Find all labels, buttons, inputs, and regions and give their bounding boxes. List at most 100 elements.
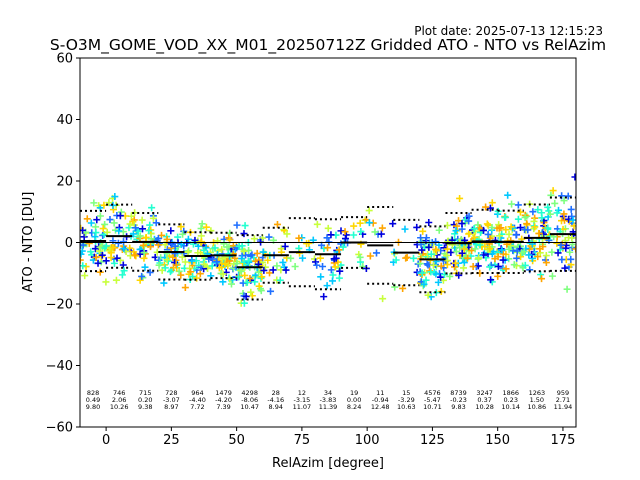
scatter-point [446,272,454,280]
scatter-point [209,255,217,263]
scatter-point [131,251,139,259]
scatter-point [186,264,194,272]
bin-annotations: 8280.499.807462.0610.267150.209.38728-3.… [86,389,572,411]
bin-std-label: 10.26 [110,403,129,411]
scatter-point [102,257,110,265]
scatter-point [316,254,324,262]
scatter-point [560,210,568,218]
scatter-point [291,263,299,271]
bin-mean-label: 2.71 [556,396,570,404]
scatter-point [189,240,197,248]
scatter-point [482,203,490,211]
bin-mean-label: -4.40 [189,396,206,404]
scatter-point [125,224,133,232]
scatter-point [90,199,98,207]
scatter-point [250,235,258,243]
scatter-point [452,227,460,235]
scatter-point [554,249,562,257]
scatter-point [246,274,254,282]
scatter-point [106,216,114,224]
scatter-point [475,254,483,262]
scatter-point [305,239,313,247]
y-tick-label: 40 [56,113,73,128]
scatter-point [83,215,91,223]
chart-title: S-O3M_GOME_VOD_XX_M01_20250712Z Gridded … [50,36,606,55]
scatter-point [96,268,104,276]
bin-count-label: 715 [139,389,151,397]
bin-count-label: 12 [298,389,306,397]
scatter-point [299,254,307,262]
scatter-point [115,227,123,235]
bin-count-label: 3247 [476,389,493,397]
scatter-point [109,243,117,251]
scatter-point [471,233,479,241]
scatter-point [129,218,137,226]
scatter-point [107,249,115,257]
scatter-point [538,275,546,283]
scatter-point [129,230,137,238]
bin-mean-label: 0.37 [477,396,491,404]
scatter-point [447,248,455,256]
bin-std-label: 10.47 [240,403,259,411]
scatter-point [91,245,99,253]
scatter-point [215,264,223,272]
scatter-point [136,232,144,240]
scatter-point [392,256,400,264]
scatter-point [163,256,171,264]
scatter-point [507,223,515,231]
scatter-point [459,264,467,272]
scatter-point [504,191,512,199]
bin-mean-label: 2.06 [112,396,126,404]
scatter-point [502,226,510,234]
scatter-point [432,270,440,278]
scatter-point [413,223,421,231]
scatter-point [356,253,364,261]
scatter-point [240,247,248,255]
scatter-point [426,267,434,275]
scatter-point [564,192,572,200]
scatter-point [451,259,459,267]
scatter-point [357,228,365,236]
bin-count-label: 34 [324,389,332,397]
scatter-point [484,230,492,238]
scatter-point [193,274,201,282]
scatter-point [140,249,148,257]
scatter-point [521,213,529,221]
scatter-point [570,222,576,230]
scatter-point [525,251,533,259]
scatter-point [329,271,337,279]
scatter-point [120,245,128,253]
bin-count-label: 746 [113,389,125,397]
bin-count-label: 728 [165,389,177,397]
scatter-point [461,216,469,224]
bin-mean-label: -3.29 [398,396,415,404]
scatter-point [197,224,205,232]
scatter-point [132,224,140,232]
scatter-point [561,216,569,224]
scatter-point [105,199,113,207]
x-tick-label: 0 [102,433,110,448]
scatter-point [247,288,255,296]
scatter-point [317,273,325,281]
bin-std-label: 10.86 [528,403,547,411]
scatter-point [111,226,119,234]
scatter-point [516,224,524,232]
scatter-point [92,253,100,261]
scatter-point [220,240,228,248]
scatter-point [235,242,243,250]
scatter-point [103,228,111,236]
scatter-point [118,271,126,279]
scatter-point [341,235,349,243]
scatter-point [488,223,496,231]
scatter-point [512,231,520,239]
scatter-point [548,248,556,256]
bin-count-label: 15 [402,389,410,397]
scatter-point [427,250,435,258]
scatter-point [172,261,180,269]
scatter-point [171,242,179,250]
scatter-point [102,242,110,250]
scatter-point [535,230,543,238]
scatter-point [359,263,367,271]
bin-std-label: 11.39 [319,403,338,411]
